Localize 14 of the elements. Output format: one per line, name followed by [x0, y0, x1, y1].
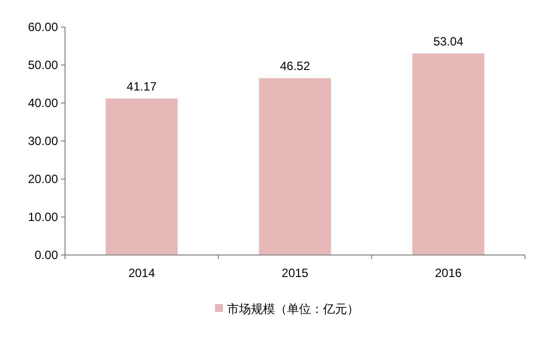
x-tick-label: 2015	[282, 266, 309, 280]
data-label: 41.17	[126, 80, 158, 94]
y-tick-label: 30.00	[28, 134, 58, 148]
y-tick-label: 50.00	[28, 58, 58, 72]
y-tick-label: 40.00	[28, 96, 58, 110]
x-tick-label: 2014	[128, 266, 156, 280]
y-tick-label: 20.00	[28, 172, 58, 186]
x-tick-label: 2016	[434, 266, 462, 280]
data-label: 46.52	[280, 59, 310, 74]
data-label: 53.04	[433, 34, 464, 48]
y-tick-label: 60.00	[28, 20, 58, 34]
y-tick-label: 0.00	[34, 248, 58, 262]
y-tick-label: 10.00	[28, 210, 58, 224]
legend-label: 市场规模（单位：亿元）	[227, 302, 359, 316]
